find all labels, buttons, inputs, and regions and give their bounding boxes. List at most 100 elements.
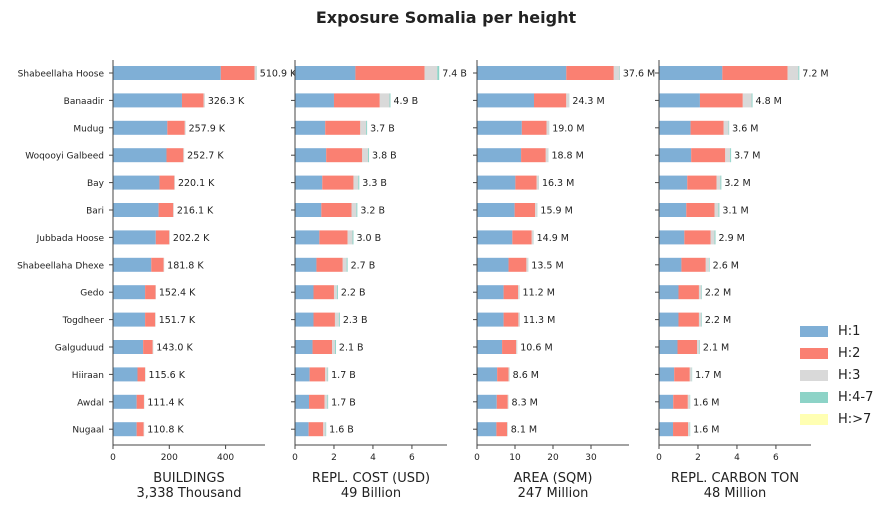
bar-segment	[659, 230, 685, 245]
bar-segment	[534, 93, 567, 108]
bar-segment	[327, 394, 329, 409]
bar-segment	[496, 422, 508, 437]
category-label: Galguduud	[55, 344, 104, 354]
bar-segment	[709, 257, 710, 272]
bar-segment	[113, 257, 152, 272]
bar-total-label: 216.1 K	[177, 206, 214, 217]
category-label: Bari	[86, 207, 104, 217]
category-label: Gedo	[80, 289, 104, 299]
bar-total-label: 2.2 M	[705, 288, 731, 299]
bar-segment	[477, 312, 504, 327]
bar-segment	[722, 66, 788, 80]
bar-segment	[151, 257, 164, 272]
legend-swatch	[800, 369, 828, 381]
x-tick-label: 0	[474, 453, 480, 463]
bar-segment	[347, 230, 353, 245]
bar-segment	[159, 175, 175, 190]
bar-total-label: 2.2 B	[341, 288, 366, 299]
legend-entry: H:4-7	[800, 386, 873, 408]
bar-segment	[787, 66, 799, 80]
bar-segment	[477, 340, 503, 354]
legend-entry: H:>7	[800, 408, 873, 430]
bar-total-label: 2.7 B	[351, 260, 376, 271]
x-tick-label: 2	[331, 453, 337, 463]
bar-segment	[659, 340, 678, 354]
bar-segment	[113, 367, 138, 382]
bar-total-label: 19.0 M	[552, 123, 584, 134]
bar-segment	[716, 175, 721, 190]
bar-segment	[366, 120, 368, 135]
bar-segment	[334, 340, 336, 354]
bar-segment	[368, 148, 370, 163]
legend-swatch	[800, 391, 828, 403]
bar-segment	[725, 148, 731, 163]
legend-label: H:>7	[838, 411, 872, 427]
bar-segment	[677, 340, 697, 354]
category-label: Woqooyi Galbeed	[25, 152, 104, 162]
bar-total-label: 1.7 B	[331, 370, 356, 381]
bar-segment	[798, 66, 800, 80]
chart-title: Exposure Somalia per height	[315, 8, 577, 27]
bar-segment	[742, 93, 752, 108]
bar-segment	[295, 285, 314, 300]
bar-segment	[728, 120, 730, 135]
bar-segment	[295, 230, 320, 245]
bar-segment	[326, 148, 363, 163]
bar-segment	[437, 66, 440, 80]
bar-segment	[688, 422, 690, 437]
bar-segment	[477, 120, 522, 135]
bar-segment	[714, 203, 719, 217]
bar-segment	[336, 285, 338, 300]
bar-segment	[659, 203, 687, 217]
bar-total-label: 252.7 K	[187, 151, 224, 162]
bar-total-label: 1.6 M	[693, 397, 719, 408]
legend-swatch	[800, 347, 828, 359]
bar-segment	[323, 422, 326, 437]
bar-total-label: 14.9 M	[537, 233, 569, 244]
bar-segment	[389, 93, 391, 108]
bar-segment	[166, 148, 184, 163]
x-tick-label: 0	[110, 453, 116, 463]
bar-total-label: 115.6 K	[149, 370, 186, 381]
bar-total-label: 1.6 M	[693, 425, 719, 436]
bar-segment	[319, 230, 348, 245]
bar-segment	[358, 175, 360, 190]
bar-segment	[477, 285, 504, 300]
bar-segment	[687, 175, 717, 190]
bar-total-label: 3.6 M	[732, 123, 758, 134]
bar-segment	[497, 367, 509, 382]
bar-segment	[686, 203, 715, 217]
bar-segment	[113, 120, 168, 135]
bar-segment	[316, 257, 343, 272]
bar-segment	[699, 340, 700, 354]
bar-segment	[514, 203, 536, 217]
bar-total-label: 24.3 M	[572, 96, 604, 107]
bar-total-label: 202.2 K	[173, 233, 210, 244]
x-tick-label: 2	[695, 453, 701, 463]
bar-segment	[730, 148, 732, 163]
bar-segment	[566, 66, 614, 80]
bar-segment	[477, 66, 567, 80]
bar-segment	[659, 93, 700, 108]
bar-segment	[169, 230, 170, 245]
bar-segment	[659, 312, 679, 327]
bar-total-label: 220.1 K	[178, 178, 215, 189]
bar-segment	[566, 93, 570, 108]
legend-swatch	[800, 325, 828, 337]
bar-segment	[338, 312, 340, 327]
legend-entry: H:2	[800, 342, 873, 364]
bar-segment	[507, 394, 509, 409]
bar-segment	[352, 230, 354, 245]
bar-segment	[158, 203, 174, 217]
bar-segment	[678, 285, 699, 300]
bar-segment	[698, 285, 702, 300]
bar-segment	[356, 203, 358, 217]
bar-segment	[687, 394, 690, 409]
bar-total-label: 1.7 M	[695, 370, 721, 381]
bar-segment	[360, 120, 367, 135]
bar-total-label: 3.3 B	[362, 178, 387, 189]
bar-segment	[324, 394, 328, 409]
bar-segment	[136, 394, 144, 409]
bar-segment	[295, 203, 322, 217]
bar-segment	[518, 285, 520, 300]
